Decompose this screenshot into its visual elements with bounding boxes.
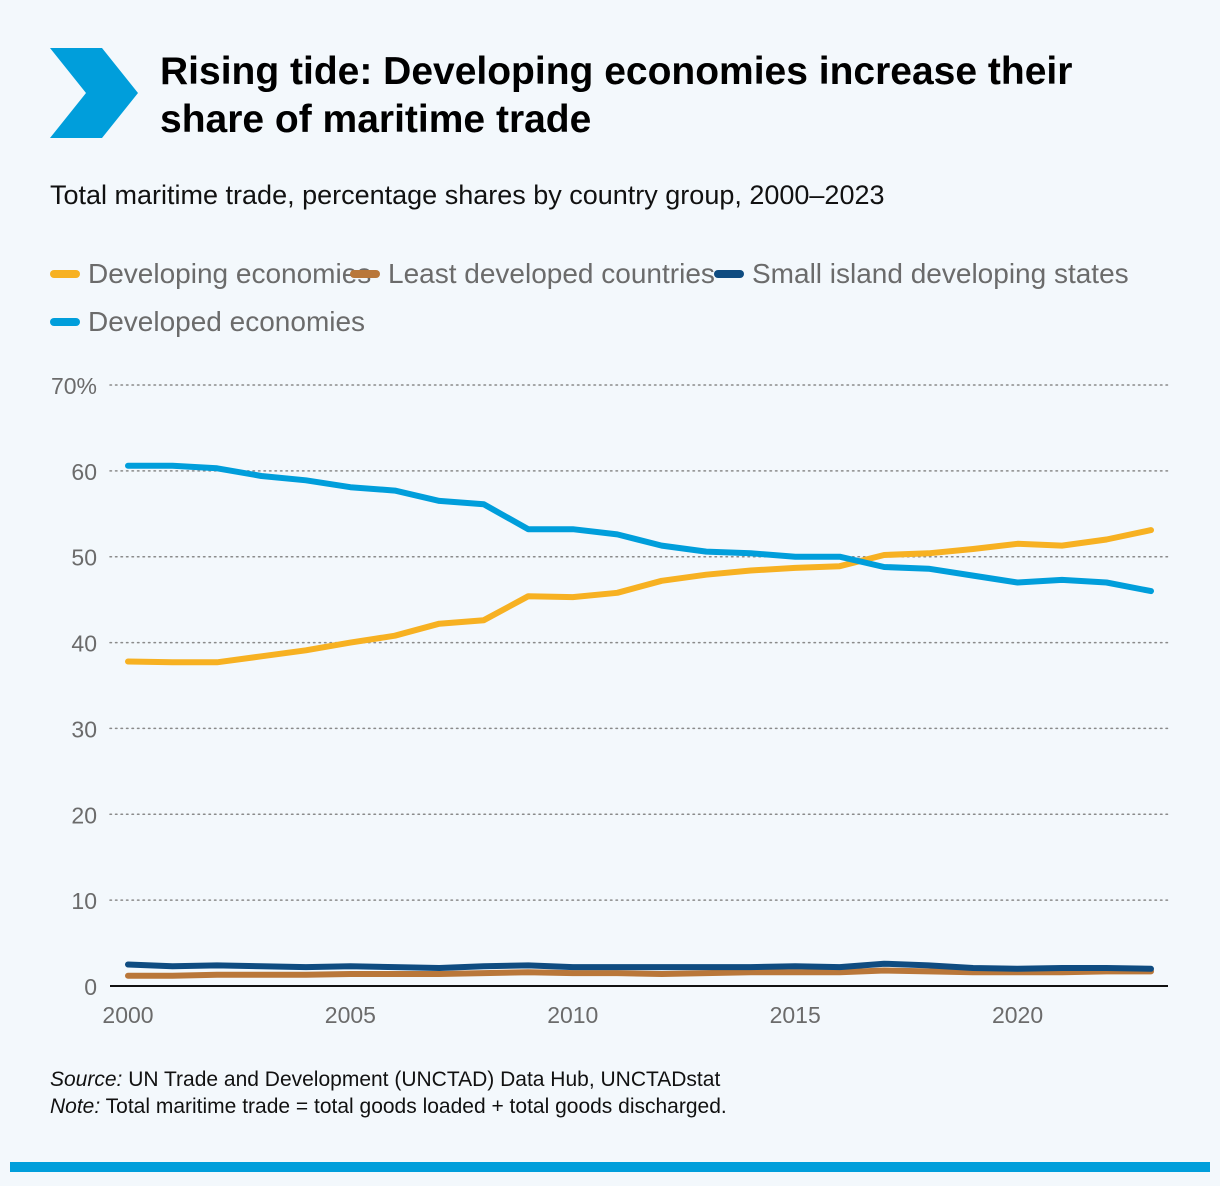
series-line-developed-economies — [125, 462, 1154, 595]
y-tick-label: 70% — [51, 373, 97, 399]
note-text: Total maritime trade = total goods loade… — [100, 1095, 727, 1118]
note-label: Note: — [50, 1095, 101, 1118]
note-line: Note: Total maritime trade = total goods… — [50, 1093, 727, 1120]
source-text: UN Trade and Development (UNCTAD) Data H… — [122, 1068, 721, 1091]
series-line-small-island-developing-states — [125, 960, 1154, 972]
chart-subtitle: Total maritime trade, percentage shares … — [50, 180, 885, 210]
chevron-logo-icon — [50, 48, 138, 138]
x-tick-label: 2005 — [325, 1002, 376, 1028]
y-tick-label: 40 — [71, 631, 97, 657]
x-tick-label: 2010 — [547, 1002, 598, 1028]
y-tick-label: 60 — [71, 459, 97, 485]
legend-swatch-icon — [350, 270, 380, 278]
x-tick-label: 2015 — [770, 1002, 821, 1028]
legend-item-ldc: Least developed countries — [350, 258, 715, 290]
x-tick-label: 2000 — [102, 1002, 153, 1028]
legend-label: Developed economies — [88, 306, 366, 337]
legend-swatch-icon — [50, 270, 80, 278]
source-line: Source: UN Trade and Development (UNCTAD… — [50, 1066, 727, 1093]
y-tick-label: 10 — [71, 888, 97, 914]
legend-item-developed: Developed economies — [50, 306, 365, 338]
y-tick-label: 20 — [71, 802, 97, 828]
line-chart: 0 10 20 30 40 50 60 70% 2000 2005 2010 2015 2020 — [51, 373, 1169, 1028]
y-tick-label: 30 — [71, 716, 97, 742]
page-title: Rising tide: Developing economies increa… — [160, 50, 1073, 141]
y-tick-label: 50 — [71, 545, 97, 571]
chart-notes: Source: UN Trade and Development (UNCTAD… — [50, 1066, 727, 1120]
bottom-accent-bar — [10, 1162, 1210, 1172]
legend-swatch-icon — [50, 318, 80, 326]
series-line-developing-economies — [125, 527, 1154, 666]
y-tick-label: 0 — [84, 974, 97, 1000]
legend-swatch-icon — [714, 270, 744, 278]
legend-label: Developing economies — [88, 258, 372, 289]
source-label: Source: — [50, 1068, 123, 1091]
legend-item-developing: Developing economies — [50, 258, 371, 290]
series-line-least-developed-countries — [125, 967, 1154, 979]
x-tick-label: 2020 — [992, 1002, 1043, 1028]
legend-label: Small island developing states — [752, 258, 1129, 289]
legend-label: Least developed countries — [388, 258, 715, 289]
legend-item-sids: Small island developing states — [714, 258, 1129, 290]
